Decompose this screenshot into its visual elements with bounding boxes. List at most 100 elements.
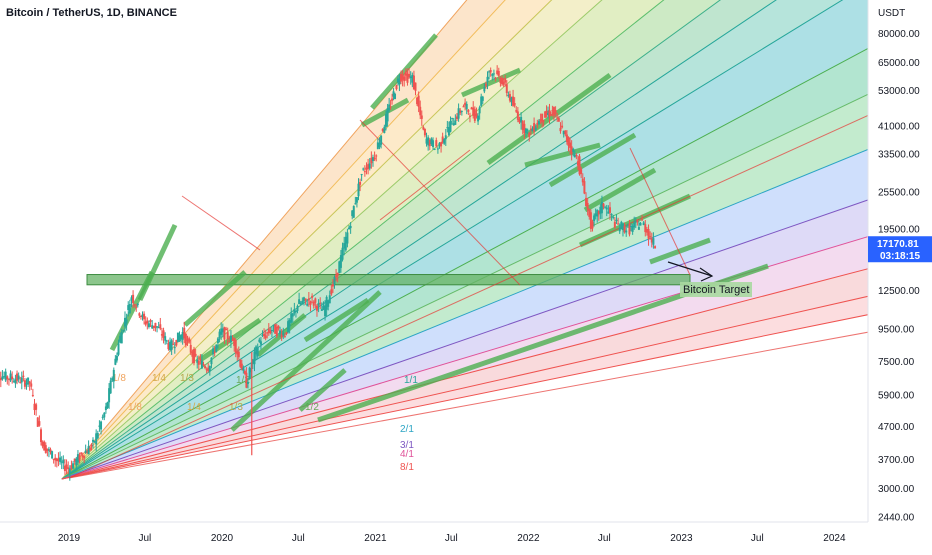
fan-label-6: 1/4	[187, 402, 201, 413]
candle-body	[316, 306, 318, 311]
candle-body	[346, 232, 348, 243]
candle-body	[612, 217, 614, 218]
candle-body	[225, 329, 227, 330]
time-tick-label: 2021	[364, 533, 387, 544]
candle-body	[528, 133, 530, 137]
candle-body	[649, 236, 651, 237]
candle-body	[21, 377, 23, 382]
price-tick-label: 9500.00	[878, 324, 915, 335]
candle-body	[364, 171, 366, 172]
trend-line-0	[182, 196, 260, 250]
candle-body	[498, 71, 500, 76]
candle-body	[311, 296, 313, 298]
candle-body	[238, 352, 240, 358]
candle-body	[171, 340, 173, 350]
candle-body	[461, 111, 463, 112]
candle-body	[217, 338, 219, 343]
candle-body	[548, 110, 550, 116]
candle-body	[230, 336, 232, 343]
candle-body	[572, 149, 574, 152]
candle-body	[40, 429, 42, 442]
candle-body	[486, 77, 488, 82]
candle-body	[525, 129, 527, 133]
fan-label-7: 1/3	[229, 402, 243, 413]
support-zone	[87, 275, 690, 285]
candle-body	[79, 455, 81, 461]
candle-body	[122, 330, 124, 331]
candle-body	[654, 246, 656, 248]
time-tick-label: 2024	[823, 533, 846, 544]
candle-body	[357, 184, 359, 197]
candle-body	[166, 341, 168, 342]
candle-body	[359, 182, 361, 185]
candle-body	[504, 78, 506, 82]
candle-body	[543, 120, 545, 121]
candle-body	[132, 295, 134, 303]
candle-body	[146, 321, 148, 324]
candle-body	[558, 118, 560, 122]
candle-body	[419, 107, 421, 115]
candle-body	[107, 402, 109, 408]
candle-body	[380, 136, 382, 145]
candle-body	[118, 343, 120, 354]
candle-body	[209, 366, 211, 371]
time-tick-label: 2019	[58, 533, 81, 544]
candle-body	[172, 344, 174, 345]
time-tick-label: Jul	[751, 533, 764, 544]
candle-body	[247, 382, 249, 384]
candle-body	[450, 121, 452, 132]
candle-body	[212, 348, 214, 354]
candle-body	[583, 181, 585, 193]
candle-body	[415, 83, 417, 91]
price-axis[interactable]: USDT80000.0065000.0053000.0041000.003350…	[868, 0, 932, 550]
candle-body	[354, 203, 356, 204]
candle-body	[174, 347, 176, 348]
candle-body	[333, 277, 335, 285]
candle-body	[614, 222, 616, 228]
candle-body	[356, 197, 358, 203]
channel-line-1	[140, 225, 175, 300]
candle-body	[198, 361, 200, 365]
candle-body	[440, 142, 442, 146]
candle-body	[215, 345, 217, 352]
candle-body	[154, 323, 156, 328]
time-tick-label: Jul	[292, 533, 305, 544]
candle-body	[292, 313, 294, 316]
candle-body	[210, 358, 212, 364]
candle-body	[193, 349, 195, 363]
candle-body	[150, 320, 152, 322]
candle-body	[515, 110, 517, 111]
candle-body	[490, 70, 492, 72]
last-price: 17170.81	[877, 239, 919, 250]
candle-body	[615, 220, 617, 221]
candle-body	[330, 289, 332, 294]
candle-body	[91, 445, 93, 446]
candle-body	[435, 140, 437, 146]
candle-body	[469, 116, 471, 117]
candle-body	[164, 336, 166, 340]
candle-body	[308, 298, 310, 300]
candle-body	[483, 87, 485, 91]
price-tick-label: 19500.00	[878, 225, 920, 236]
price-tick-label: 7500.00	[878, 357, 915, 368]
candle-body	[35, 404, 37, 409]
candle-body	[641, 219, 643, 220]
candle-body	[135, 307, 137, 308]
candle-body	[454, 120, 456, 124]
candle-body	[83, 456, 85, 458]
candle-body	[62, 460, 64, 464]
candle-body	[606, 208, 608, 210]
candle-body	[517, 111, 519, 119]
candle-body	[506, 84, 508, 93]
candle-body	[286, 332, 288, 334]
time-tick-label: 2022	[517, 533, 540, 544]
candle-body	[97, 433, 99, 438]
candle-body	[587, 203, 589, 209]
time-tick-label: Jul	[598, 533, 611, 544]
candle-body	[445, 135, 447, 139]
candle-body	[22, 376, 24, 377]
candle-body	[295, 311, 297, 312]
